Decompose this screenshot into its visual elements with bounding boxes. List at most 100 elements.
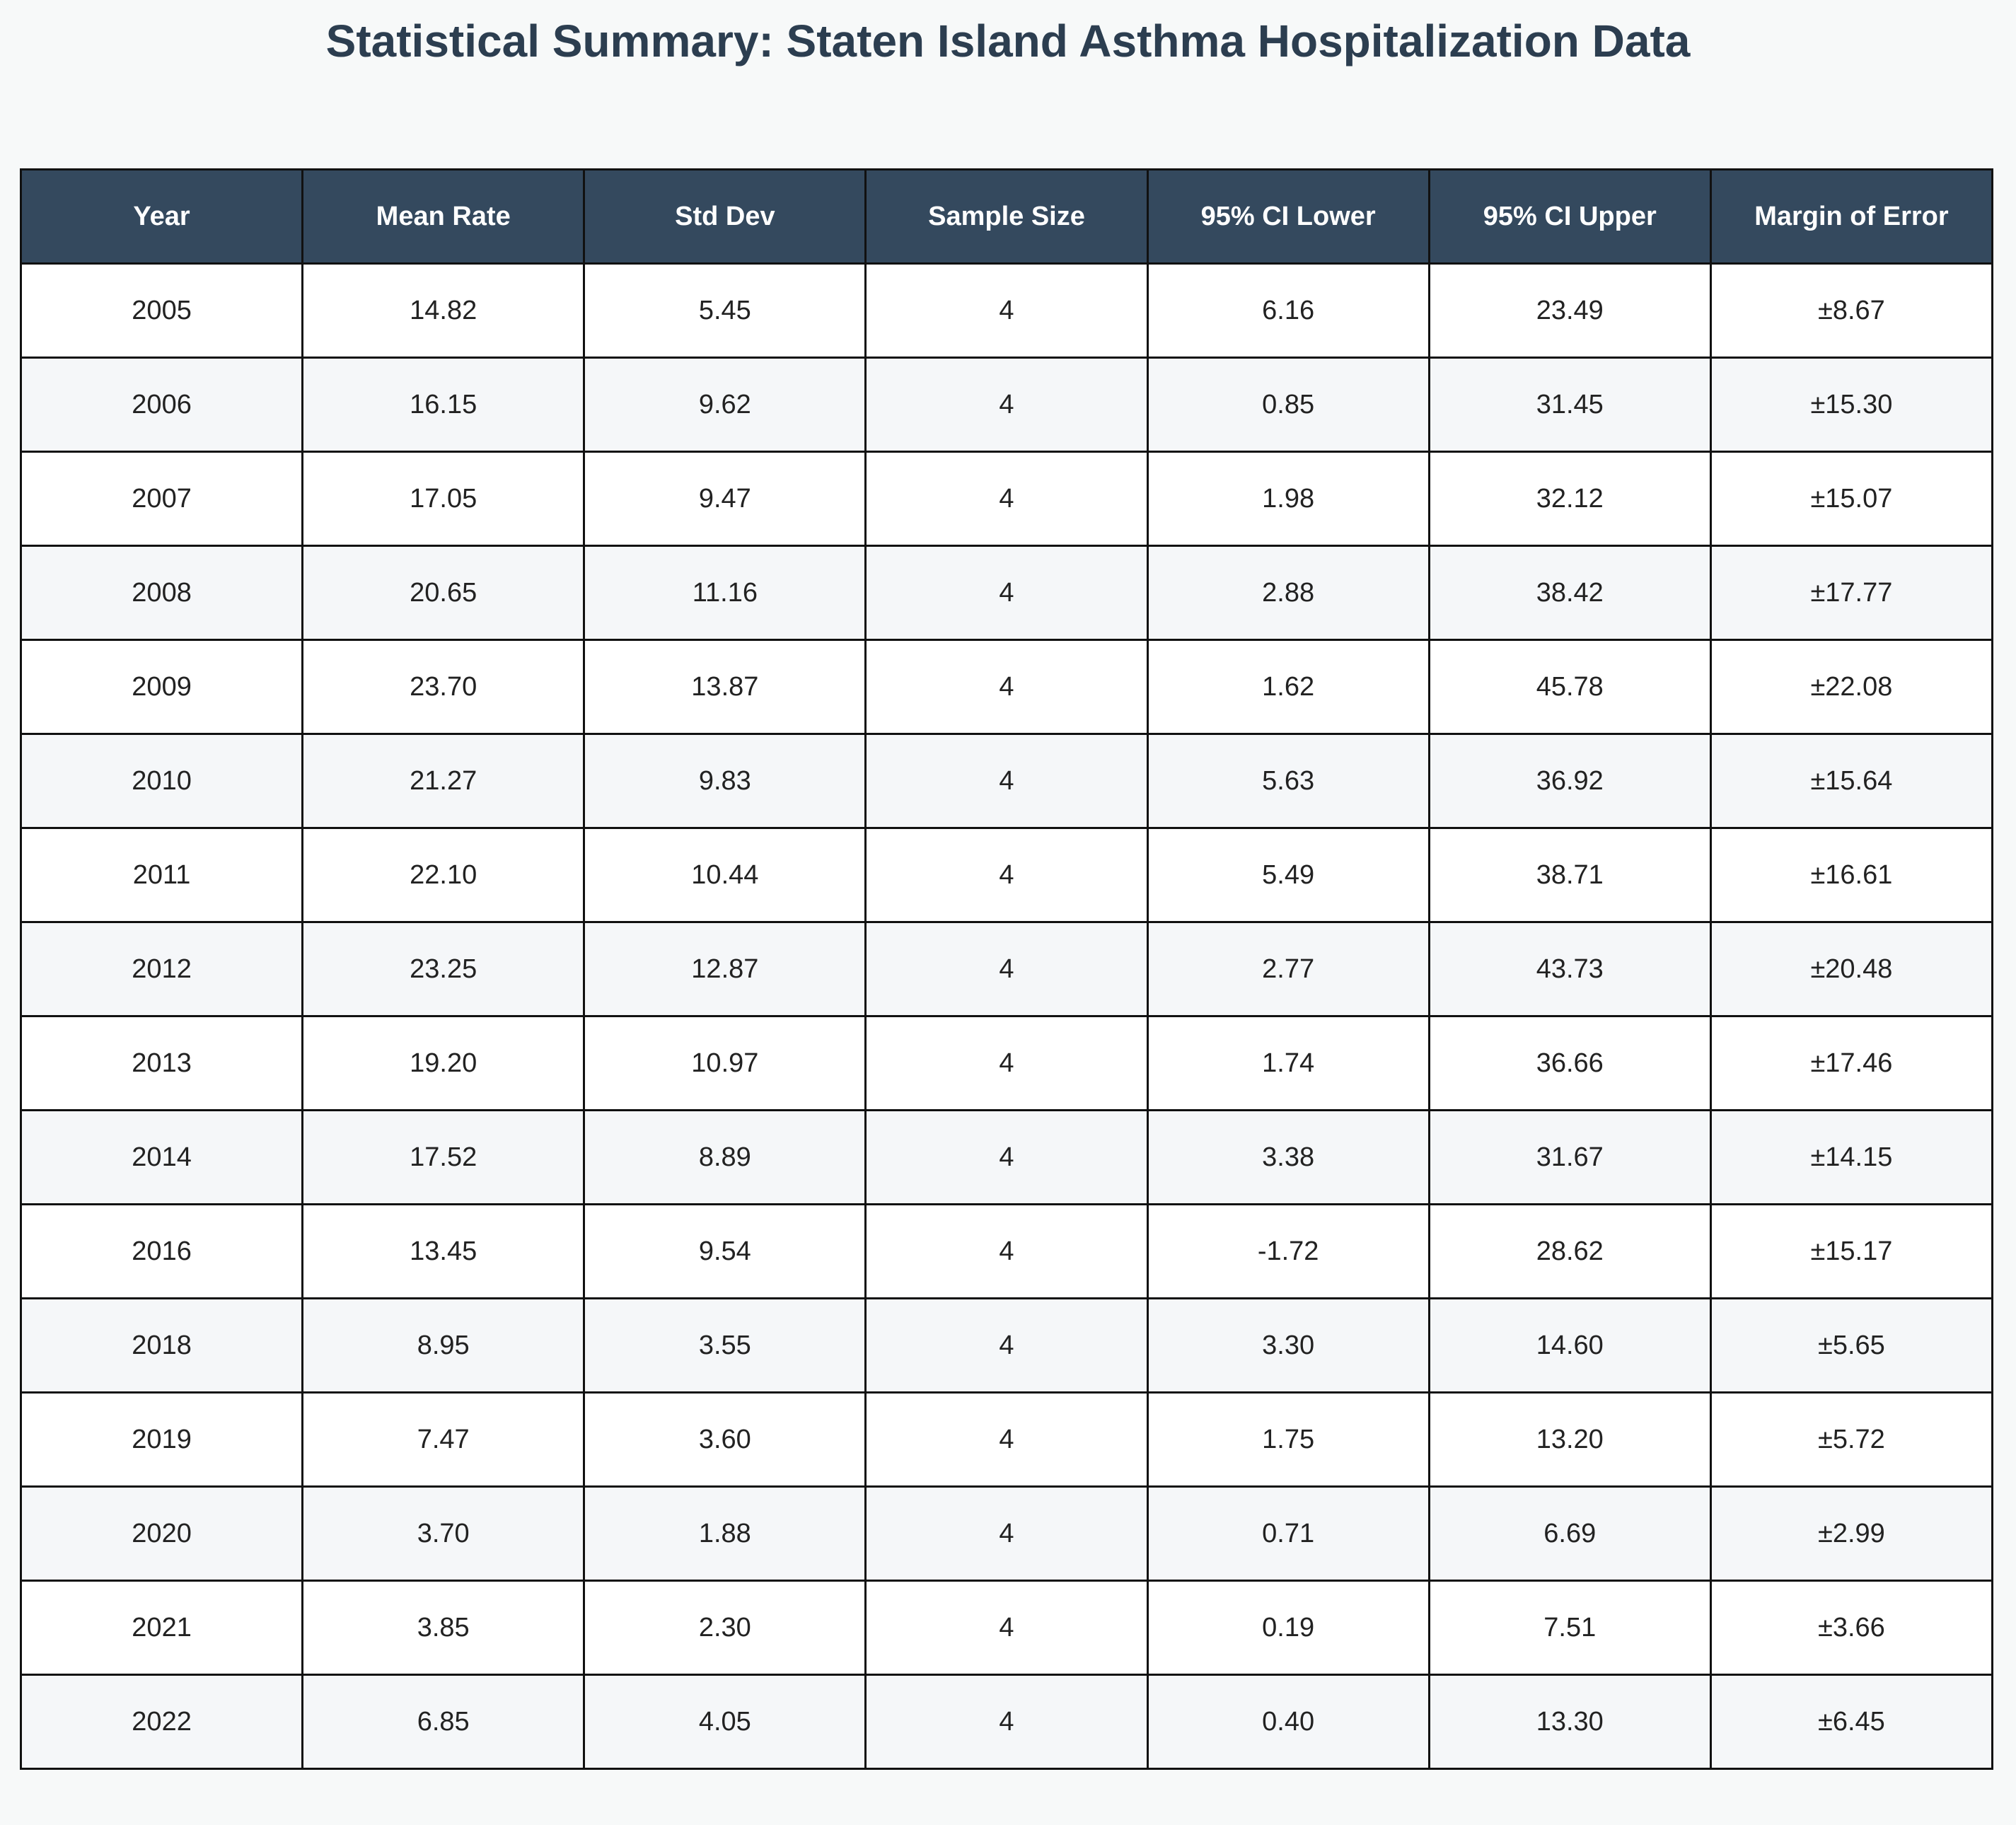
table-cell: 4 <box>864 1391 1149 1488</box>
table-cell: ±15.17 <box>1709 1203 1994 1299</box>
table-row: 2020 3.70 1.88 4 0.71 6.69 ±2.99 <box>19 1485 1994 1582</box>
table-row: 2008 20.65 11.16 4 2.88 38.42 ±17.77 <box>19 545 1994 641</box>
column-header: Std Dev <box>583 168 867 265</box>
table-cell: 1.88 <box>583 1485 867 1582</box>
table-cell: ±3.66 <box>1709 1580 1994 1676</box>
table-cell: 1.62 <box>1146 639 1430 735</box>
table-cell: 12.87 <box>583 921 867 1017</box>
table-cell: 9.62 <box>583 357 867 453</box>
table-row: 2012 23.25 12.87 4 2.77 43.73 ±20.48 <box>19 921 1994 1017</box>
table-cell: ±15.07 <box>1709 451 1994 547</box>
table-cell: 36.92 <box>1427 733 1712 829</box>
table-cell: 6.85 <box>301 1674 586 1770</box>
table-row: 2014 17.52 8.89 4 3.38 31.67 ±14.15 <box>19 1109 1994 1205</box>
table-cell: 2005 <box>19 262 304 359</box>
table-cell: 0.85 <box>1146 357 1430 453</box>
table-cell: ±16.61 <box>1709 827 1994 923</box>
table-cell: 4 <box>864 1203 1149 1299</box>
column-header: 95% CI Lower <box>1146 168 1430 265</box>
table-cell: 23.70 <box>301 639 586 735</box>
table-cell: 1.74 <box>1146 1015 1430 1111</box>
table-cell: 4 <box>864 357 1149 453</box>
table-row: 2010 21.27 9.83 4 5.63 36.92 ±15.64 <box>19 733 1994 829</box>
table-cell: 22.10 <box>301 827 586 923</box>
table-cell: 8.95 <box>301 1297 586 1394</box>
table-cell: 4 <box>864 545 1149 641</box>
table-cell: ±15.64 <box>1709 733 1994 829</box>
header-row: Year Mean Rate Std Dev Sample Size 95% CI Lo… <box>19 168 1994 265</box>
table-row: 2011 22.10 10.44 4 5.49 38.71 ±16.61 <box>19 827 1994 923</box>
table-row: 2007 17.05 9.47 4 1.98 32.12 ±15.07 <box>19 451 1994 547</box>
table-cell: 6.16 <box>1146 262 1430 359</box>
table-cell: ±20.48 <box>1709 921 1994 1017</box>
table-cell: 7.47 <box>301 1391 586 1488</box>
table-cell: ±8.67 <box>1709 262 1994 359</box>
table-cell: 4 <box>864 921 1149 1017</box>
table-cell: 11.16 <box>583 545 867 641</box>
table-cell: -1.72 <box>1146 1203 1430 1299</box>
table-cell: 28.62 <box>1427 1203 1712 1299</box>
table-cell: 4 <box>864 262 1149 359</box>
table-cell: 4 <box>864 451 1149 547</box>
summary-table-container: Year Mean Rate Std Dev Sample Size 95% CI Lo… <box>19 168 1994 1770</box>
table-cell: 4 <box>864 733 1149 829</box>
table-cell: 2012 <box>19 921 304 1017</box>
table-cell: 4 <box>864 1109 1149 1205</box>
table-cell: 4 <box>864 1674 1149 1770</box>
table-cell: 5.49 <box>1146 827 1430 923</box>
table-cell: 2011 <box>19 827 304 923</box>
table-cell: 19.20 <box>301 1015 586 1111</box>
table-cell: 3.70 <box>301 1485 586 1582</box>
table-cell: 4 <box>864 1485 1149 1582</box>
table-cell: 6.69 <box>1427 1485 1712 1582</box>
table-cell: 3.30 <box>1146 1297 1430 1394</box>
table-cell: ±17.46 <box>1709 1015 1994 1111</box>
table-cell: 2019 <box>19 1391 304 1488</box>
table-cell: 13.87 <box>583 639 867 735</box>
table-cell: 3.60 <box>583 1391 867 1488</box>
table-cell: 0.19 <box>1146 1580 1430 1676</box>
table-row: 2009 23.70 13.87 4 1.62 45.78 ±22.08 <box>19 639 1994 735</box>
table-cell: 2008 <box>19 545 304 641</box>
table-cell: 45.78 <box>1427 639 1712 735</box>
table-cell: 4 <box>864 639 1149 735</box>
table-cell: 4 <box>864 1015 1149 1111</box>
table-cell: 2007 <box>19 451 304 547</box>
table-cell: 20.65 <box>301 545 586 641</box>
table-row: 2016 13.45 9.54 4 -1.72 28.62 ±15.17 <box>19 1203 1994 1299</box>
table-cell: 10.97 <box>583 1015 867 1111</box>
table-cell: ±17.77 <box>1709 545 1994 641</box>
table-cell: 4.05 <box>583 1674 867 1770</box>
column-header: Margin of Error <box>1709 168 1994 265</box>
table-body: 2005 14.82 5.45 4 6.16 23.49 ±8.67 2006 16.15 9.6… <box>19 262 1994 1770</box>
table-cell: 16.15 <box>301 357 586 453</box>
table-cell: 3.38 <box>1146 1109 1430 1205</box>
table-cell: ±5.72 <box>1709 1391 1994 1488</box>
page-title: Statistical Summary: Staten Island Asthm… <box>325 16 1691 66</box>
table-cell: ±14.15 <box>1709 1109 1994 1205</box>
table-cell: 9.47 <box>583 451 867 547</box>
table-cell: 4 <box>864 1297 1149 1394</box>
table-cell: 4 <box>864 827 1149 923</box>
table-cell: 9.54 <box>583 1203 867 1299</box>
column-header: Mean Rate <box>301 168 586 265</box>
table-cell: 14.82 <box>301 262 586 359</box>
column-header: 95% CI Upper <box>1427 168 1712 265</box>
table-cell: 5.45 <box>583 262 867 359</box>
column-header: Sample Size <box>864 168 1149 265</box>
table-cell: 36.66 <box>1427 1015 1712 1111</box>
table-cell: 13.45 <box>301 1203 586 1299</box>
table-row: 2013 19.20 10.97 4 1.74 36.66 ±17.46 <box>19 1015 1994 1111</box>
table-cell: 2013 <box>19 1015 304 1111</box>
table-cell: 13.20 <box>1427 1391 1712 1488</box>
table-cell: 17.05 <box>301 451 586 547</box>
table-cell: 9.83 <box>583 733 867 829</box>
table-cell: 23.49 <box>1427 262 1712 359</box>
table-cell: 2006 <box>19 357 304 453</box>
table-cell: 21.27 <box>301 733 586 829</box>
table-row: 2019 7.47 3.60 4 1.75 13.20 ±5.72 <box>19 1391 1994 1488</box>
table-cell: 3.55 <box>583 1297 867 1394</box>
table-cell: ±5.65 <box>1709 1297 1994 1394</box>
table-cell: 2021 <box>19 1580 304 1676</box>
table-cell: 2.88 <box>1146 545 1430 641</box>
